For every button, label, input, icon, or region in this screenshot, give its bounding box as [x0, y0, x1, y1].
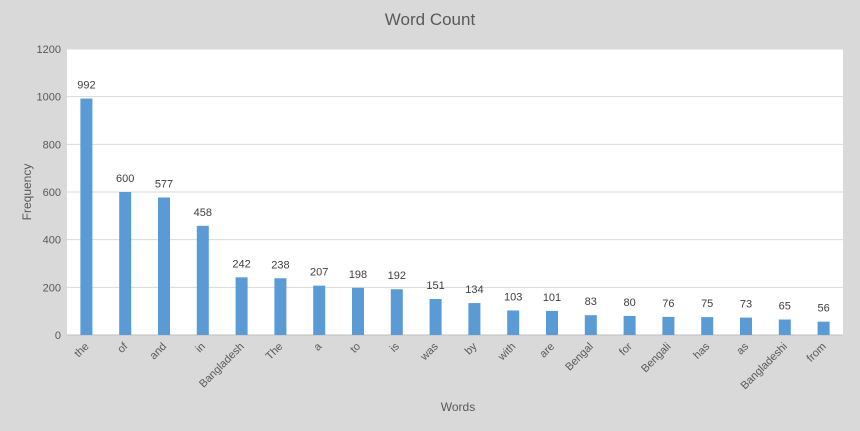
data-label: 101 — [543, 292, 561, 304]
bar — [235, 277, 248, 335]
bar — [80, 98, 93, 335]
bar — [701, 317, 714, 335]
x-axis-title: Words — [441, 400, 475, 414]
data-label: 192 — [388, 270, 406, 282]
y-axis-title: Frequency — [20, 164, 34, 221]
x-tick-label: is — [388, 340, 402, 354]
x-tick-label: Bengali — [639, 341, 673, 375]
data-label: 198 — [349, 269, 367, 281]
bar — [196, 225, 209, 335]
x-tick-label: are — [537, 341, 557, 361]
y-tick-label: 1000 — [37, 92, 61, 104]
x-tick-label: was — [418, 340, 441, 363]
bar — [274, 278, 287, 335]
bar — [817, 321, 830, 335]
x-tick-label: by — [463, 340, 480, 357]
data-label: 458 — [194, 207, 212, 219]
data-label: 238 — [271, 259, 289, 271]
data-label: 56 — [817, 303, 829, 315]
data-label: 83 — [585, 296, 597, 308]
bar — [546, 310, 558, 335]
data-label: 151 — [426, 280, 444, 292]
bar — [429, 299, 442, 335]
x-tick-label: from — [805, 341, 829, 365]
chart-title: Word Count — [384, 10, 476, 29]
x-tick-label: to — [348, 341, 363, 356]
y-tick-label: 400 — [43, 235, 61, 247]
x-tick-label: for — [617, 340, 635, 358]
bar — [468, 303, 481, 335]
bar — [313, 285, 326, 335]
bar — [158, 197, 170, 335]
y-tick-label: 800 — [43, 139, 61, 151]
data-label: 992 — [77, 80, 95, 92]
data-label: 577 — [155, 178, 173, 190]
x-tick-label: has — [691, 340, 712, 361]
x-tick-label: the — [72, 341, 91, 360]
data-label: 242 — [232, 258, 250, 270]
bar — [352, 287, 364, 335]
bar — [390, 289, 403, 335]
bar — [740, 317, 752, 335]
data-label: 73 — [740, 299, 752, 311]
data-label: 80 — [623, 297, 635, 309]
data-label: 207 — [310, 267, 328, 279]
data-label: 75 — [701, 298, 713, 310]
y-tick-label: 200 — [43, 282, 61, 294]
data-label: 134 — [465, 284, 483, 296]
x-tick-label: and — [148, 341, 169, 362]
x-tick-label: in — [193, 341, 208, 356]
bar — [119, 192, 132, 335]
bar — [507, 310, 520, 335]
bar — [662, 316, 675, 335]
y-tick-label: 1200 — [37, 44, 61, 56]
y-tick-label: 0 — [55, 330, 61, 342]
x-tick-label: a — [312, 340, 325, 353]
bar — [623, 315, 636, 335]
y-tick-label: 600 — [43, 187, 61, 199]
data-label: 600 — [116, 173, 134, 185]
x-tick-label: as — [734, 340, 751, 357]
bar — [584, 315, 597, 335]
x-tick-label: of — [115, 340, 131, 356]
x-tick-label: The — [264, 341, 286, 363]
data-label: 76 — [662, 298, 674, 310]
x-tick-label: with — [495, 341, 518, 364]
x-tick-label: Bengal — [563, 341, 596, 374]
data-label: 65 — [779, 301, 791, 313]
data-label: 103 — [504, 291, 522, 303]
bar — [778, 319, 791, 335]
